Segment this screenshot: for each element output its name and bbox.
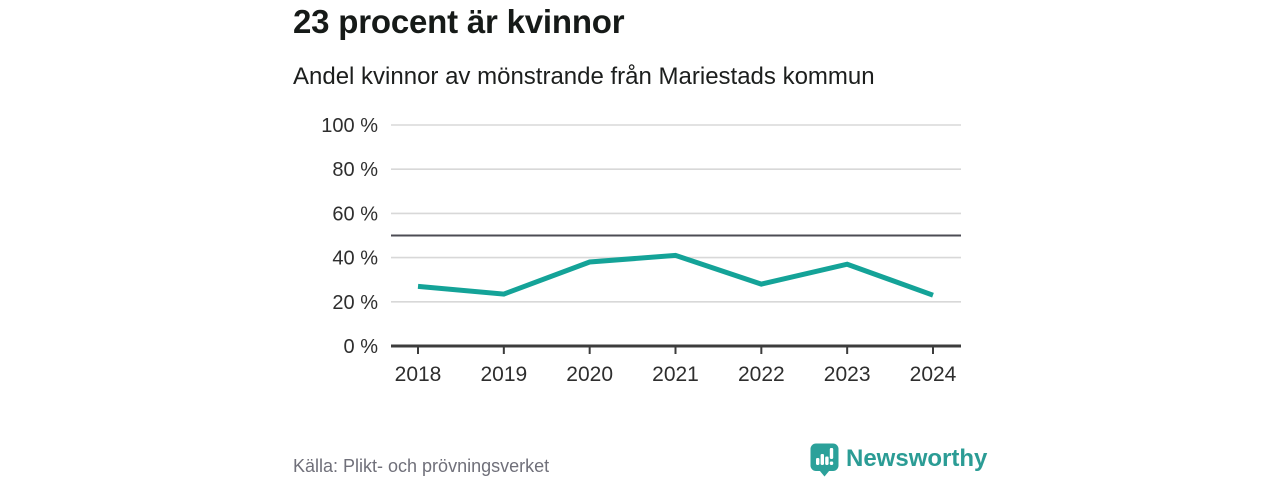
trend-line [417,252,934,298]
newsworthy-chart-bubble-icon [810,443,839,477]
y-axis-tick-label: 60 % [332,203,378,225]
source-text: Källa: Plikt- och prövningsverket [293,456,550,476]
line-chart: 0 % 20 % 40 % 60 % 80 % 100 % 2018 2019 2020 2021… [321,115,961,386]
y-axis-tick-label: 100 % [321,115,378,137]
x-axis-tick-label: 2022 [738,363,785,386]
brand-name: Newsworthy [846,445,988,472]
x-axis-tick-label: 2023 [824,363,871,386]
chart-subtitle: Andel kvinnor av mönstrande från Mariest… [293,63,875,90]
newsworthy-logo[interactable]: Newsworthy [810,443,987,477]
x-axis-tick-label: 2019 [480,363,527,386]
x-axis-tick-label: 2021 [652,363,699,386]
x-axis-tick-label: 2018 [395,363,442,386]
x-axis-tick-label: 2024 [910,363,957,386]
y-axis-tick-label: 20 % [332,292,378,314]
x-axis-tick-label: 2020 [566,363,613,386]
y-axis-tick-label: 0 % [344,336,379,358]
y-axis-tick-label: 40 % [332,248,378,270]
y-axis-tick-label: 80 % [332,159,378,181]
headline: 23 procent är kvinnor [293,3,625,40]
